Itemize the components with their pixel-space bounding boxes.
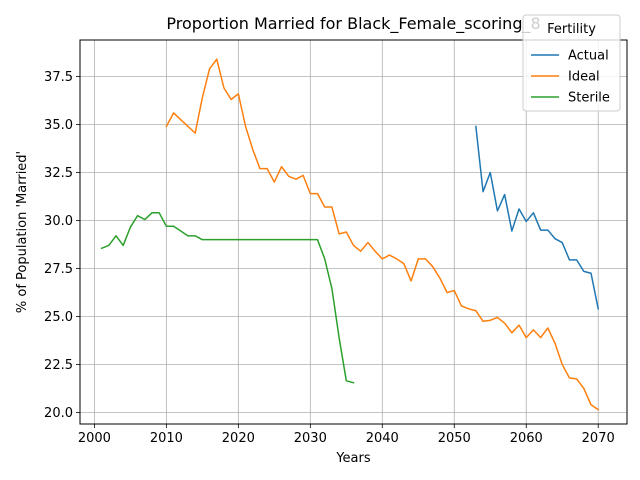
x-tick-label: 2070 bbox=[582, 431, 615, 446]
y-tick-label: 22.5 bbox=[44, 358, 73, 373]
legend-label-sterile: Sterile bbox=[568, 91, 610, 106]
y-tick-label: 25.0 bbox=[44, 310, 73, 325]
x-tick-label: 2040 bbox=[366, 431, 399, 446]
series-lines bbox=[100, 58, 600, 411]
y-tick-label: 35.0 bbox=[44, 118, 73, 133]
legend-title: Fertility bbox=[547, 22, 596, 37]
x-tick-label: 2020 bbox=[222, 431, 255, 446]
y-tick-label: 20.0 bbox=[44, 406, 73, 421]
x-tick-label: 2010 bbox=[150, 431, 183, 446]
legend-items: Actual Ideal Sterile bbox=[531, 49, 610, 106]
chart-title: Proportion Married for Black_Female_scor… bbox=[166, 14, 540, 34]
series-line-actual bbox=[475, 125, 600, 310]
series-line-sterile bbox=[100, 212, 355, 384]
x-tick-label: 2060 bbox=[510, 431, 543, 446]
x-tick-label: 2030 bbox=[294, 431, 327, 446]
x-axis-label: Years bbox=[335, 451, 371, 466]
series-line-ideal bbox=[165, 58, 600, 411]
plot-frame bbox=[79, 39, 628, 425]
y-axis-label: % of Population 'Married' bbox=[15, 151, 30, 313]
y-tick-label: 30.0 bbox=[44, 214, 73, 229]
legend-box bbox=[522, 14, 621, 112]
y-axis-ticks: 20.0 22.5 25.0 27.5 30.0 32.5 35.0 37.5 bbox=[44, 70, 80, 421]
legend-label-ideal: Ideal bbox=[568, 70, 600, 85]
x-tick-label: 2050 bbox=[438, 431, 471, 446]
y-tick-label: 27.5 bbox=[44, 262, 73, 277]
x-axis-ticks: 2000 2010 2020 2030 2040 2050 2060 2070 bbox=[78, 424, 615, 446]
x-tick-label: 2000 bbox=[78, 431, 111, 446]
y-tick-label: 37.5 bbox=[44, 70, 73, 85]
legend-label-actual: Actual bbox=[568, 49, 609, 64]
legend: Fertility Actual Ideal Sterile bbox=[522, 14, 621, 112]
y-tick-label: 32.5 bbox=[44, 166, 73, 181]
